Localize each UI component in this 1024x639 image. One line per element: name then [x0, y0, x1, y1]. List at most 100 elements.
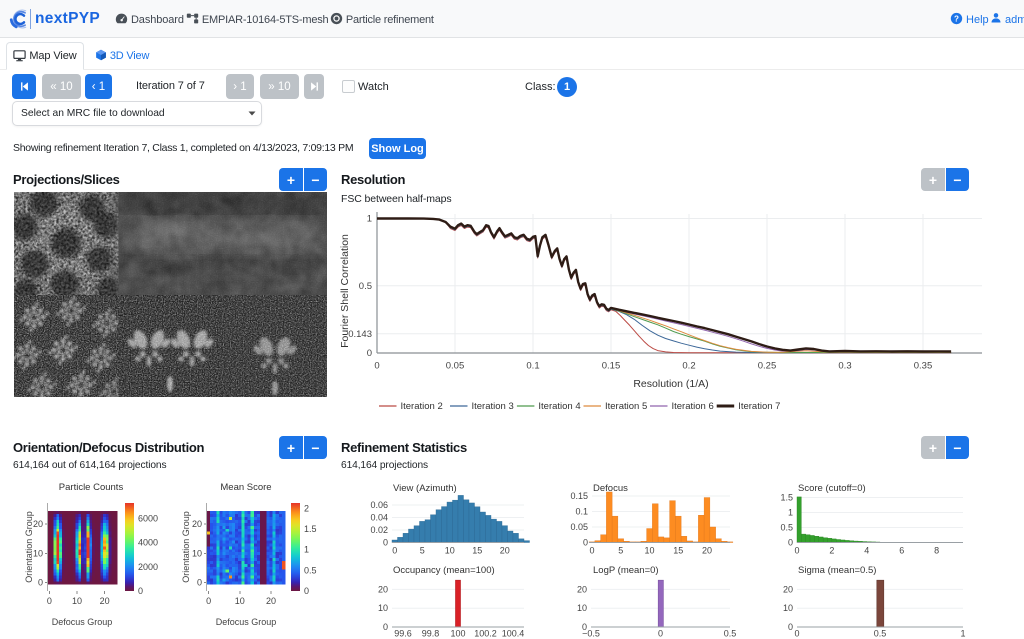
- svg-text:Orientation Group: Orientation Group: [24, 511, 34, 583]
- svg-text:0.35: 0.35: [914, 361, 933, 372]
- svg-text:8: 8: [934, 546, 939, 556]
- svg-text:0.5: 0.5: [359, 281, 372, 292]
- svg-text:?: ?: [954, 14, 959, 23]
- svg-text:Iteration 2: Iteration 2: [401, 401, 443, 412]
- svg-text:20: 20: [266, 596, 276, 606]
- svg-text:100.2: 100.2: [474, 629, 497, 639]
- svg-text:Fourier Shell Correlation: Fourier Shell Correlation: [339, 234, 351, 348]
- svg-text:Defocus Group: Defocus Group: [216, 617, 277, 627]
- svg-text:0: 0: [383, 538, 388, 548]
- svg-text:100: 100: [450, 629, 465, 639]
- svg-text:1.5: 1.5: [304, 524, 317, 534]
- svg-text:20: 20: [500, 546, 510, 556]
- svg-text:0.5: 0.5: [724, 629, 737, 639]
- svg-text:Iteration 6: Iteration 6: [672, 401, 714, 412]
- svg-text:0.143: 0.143: [348, 329, 372, 340]
- svg-text:Occupancy (mean=100): Occupancy (mean=100): [393, 565, 495, 576]
- svg-text:0.2: 0.2: [682, 361, 695, 372]
- svg-text:1: 1: [304, 545, 309, 555]
- svg-text:10: 10: [33, 548, 43, 558]
- svg-text:Iteration 7: Iteration 7: [738, 401, 780, 412]
- svg-text:2: 2: [304, 503, 309, 513]
- svg-text:0: 0: [206, 596, 211, 606]
- svg-text:4000: 4000: [138, 538, 158, 548]
- svg-text:0.25: 0.25: [758, 361, 777, 372]
- svg-text:0: 0: [658, 629, 663, 639]
- svg-text:Resolution (1/A): Resolution (1/A): [633, 378, 708, 390]
- svg-text:Score (cutoff=0): Score (cutoff=0): [798, 483, 866, 494]
- svg-text:15: 15: [673, 546, 683, 556]
- svg-text:1: 1: [960, 629, 965, 639]
- svg-text:0: 0: [197, 578, 202, 588]
- svg-text:0.06: 0.06: [370, 500, 388, 510]
- svg-text:5: 5: [420, 546, 425, 556]
- svg-text:View (Azimuth): View (Azimuth): [393, 483, 457, 494]
- svg-text:6: 6: [899, 546, 904, 556]
- svg-text:20: 20: [702, 546, 712, 556]
- svg-text:0: 0: [38, 578, 43, 588]
- svg-text:0.1: 0.1: [575, 507, 588, 517]
- svg-text:0: 0: [582, 622, 587, 632]
- svg-text:LogP (mean=0): LogP (mean=0): [593, 565, 659, 576]
- svg-text:0.05: 0.05: [446, 361, 465, 372]
- svg-text:0.15: 0.15: [602, 361, 621, 372]
- svg-text:0.04: 0.04: [370, 513, 388, 523]
- svg-text:99.8: 99.8: [422, 629, 440, 639]
- svg-text:Iteration 3: Iteration 3: [472, 401, 514, 412]
- svg-text:Mean Score: Mean Score: [220, 482, 271, 493]
- svg-text:15: 15: [472, 546, 482, 556]
- svg-text:99.6: 99.6: [394, 629, 412, 639]
- svg-text:Defocus: Defocus: [593, 483, 628, 494]
- svg-text:6000: 6000: [138, 513, 158, 523]
- svg-text:10: 10: [644, 546, 654, 556]
- svg-text:0: 0: [788, 622, 793, 632]
- svg-text:0: 0: [794, 629, 799, 639]
- svg-text:0.5: 0.5: [304, 565, 317, 575]
- svg-text:2: 2: [829, 546, 834, 556]
- svg-text:100.4: 100.4: [502, 629, 525, 639]
- svg-text:Orientation Group: Orientation Group: [181, 511, 191, 583]
- svg-text:20: 20: [33, 519, 43, 529]
- svg-text:10: 10: [235, 596, 245, 606]
- svg-text:0: 0: [138, 586, 143, 596]
- svg-text:Sigma (mean=0.5): Sigma (mean=0.5): [798, 565, 876, 576]
- svg-text:1.5: 1.5: [780, 493, 793, 503]
- svg-text:Iteration 4: Iteration 4: [538, 401, 580, 412]
- svg-text:1: 1: [788, 508, 793, 518]
- svg-text:20: 20: [192, 519, 202, 529]
- svg-text:0: 0: [374, 361, 379, 372]
- svg-text:0: 0: [47, 596, 52, 606]
- svg-text:0.1: 0.1: [526, 361, 539, 372]
- svg-text:5: 5: [618, 546, 623, 556]
- svg-text:20: 20: [783, 584, 793, 594]
- svg-text:10: 10: [783, 603, 793, 613]
- svg-text:20: 20: [378, 584, 388, 594]
- svg-text:0.5: 0.5: [780, 523, 793, 533]
- svg-text:20: 20: [577, 584, 587, 594]
- svg-text:10: 10: [378, 603, 388, 613]
- svg-text:0.05: 0.05: [570, 522, 588, 532]
- svg-text:0: 0: [788, 538, 793, 548]
- svg-text:0: 0: [589, 546, 594, 556]
- svg-text:0: 0: [383, 622, 388, 632]
- svg-text:10: 10: [72, 596, 82, 606]
- svg-text:0.15: 0.15: [570, 491, 588, 501]
- svg-text:0.02: 0.02: [370, 525, 388, 535]
- svg-text:0: 0: [304, 586, 309, 596]
- svg-text:10: 10: [192, 548, 202, 558]
- svg-text:Defocus Group: Defocus Group: [52, 617, 113, 627]
- svg-text:0.3: 0.3: [838, 361, 851, 372]
- svg-text:Particle Counts: Particle Counts: [59, 482, 124, 493]
- svg-text:2000: 2000: [138, 562, 158, 572]
- svg-text:−0.5: −0.5: [582, 629, 600, 639]
- svg-text:10: 10: [445, 546, 455, 556]
- svg-text:1: 1: [367, 214, 372, 225]
- svg-text:20: 20: [100, 596, 110, 606]
- svg-text:0: 0: [392, 546, 397, 556]
- svg-text:10: 10: [577, 603, 587, 613]
- svg-text:0: 0: [583, 538, 588, 548]
- svg-text:0.5: 0.5: [874, 629, 887, 639]
- svg-text:0: 0: [794, 546, 799, 556]
- svg-text:4: 4: [864, 546, 869, 556]
- svg-text:Iteration 5: Iteration 5: [605, 401, 647, 412]
